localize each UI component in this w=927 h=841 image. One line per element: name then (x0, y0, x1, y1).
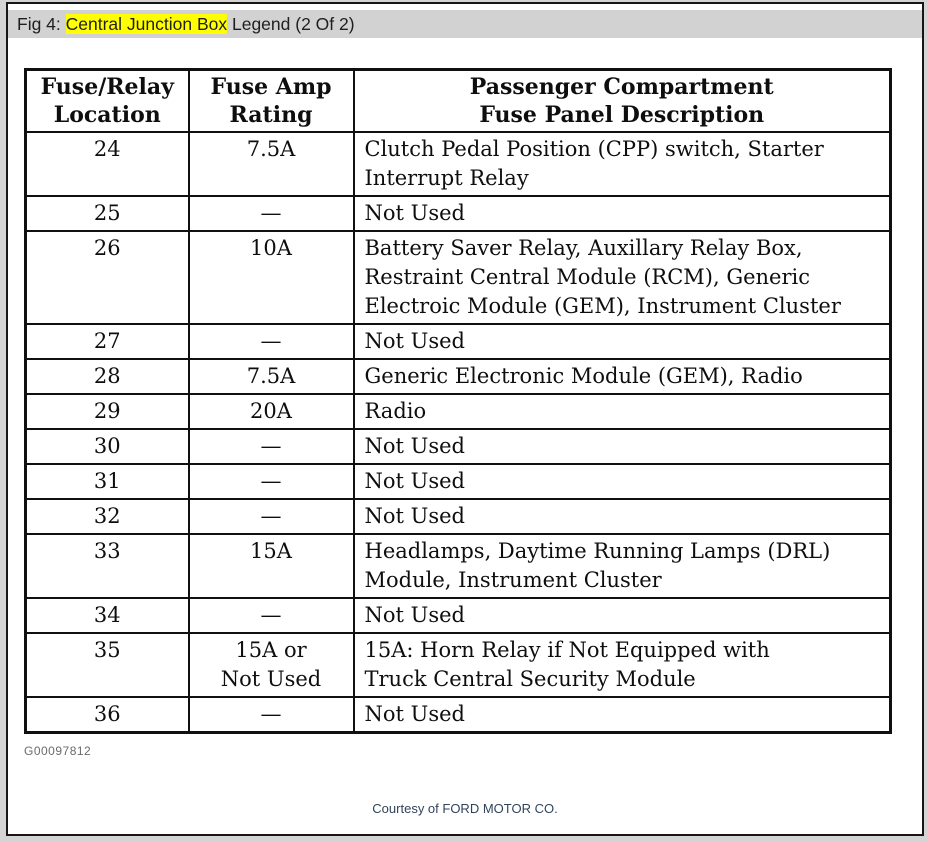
fuse-description-cell: Not Used (352, 195, 892, 232)
fuse-rating-cell: — (187, 498, 355, 535)
fuse-rating-cell: — (187, 463, 355, 500)
table-row: 35 15A or Not Used 15A: Horn Relay if No… (24, 632, 892, 698)
figure-caption-highlight: Central Junction Box (65, 14, 228, 34)
fuse-rating-cell: 10A (187, 230, 355, 325)
figure-caption-bar: Fig 4: Central Junction Box Legend (2 Of… (8, 10, 922, 38)
table-row: 29 20A Radio (24, 393, 892, 430)
fuse-rating-cell: 15A (187, 533, 355, 599)
fuse-location-cell: 27 (24, 323, 190, 360)
fuse-location-cell: 33 (24, 533, 190, 599)
table-row: 28 7.5A Generic Electronic Module (GEM),… (24, 358, 892, 395)
fuse-location-cell: 29 (24, 393, 190, 430)
table-row: 25 — Not Used (24, 195, 892, 232)
table-row: 36 — Not Used (24, 696, 892, 734)
figure-page: Fig 4: Central Junction Box Legend (2 Of… (6, 2, 924, 836)
table-row: 33 15A Headlamps, Daytime Running Lamps … (24, 533, 892, 599)
fuse-description-cell: Not Used (352, 463, 892, 500)
fuse-location-cell: 35 (24, 632, 190, 698)
fuse-legend-table: Fuse/Relay Location Fuse Amp Rating Pass… (24, 68, 892, 734)
figure-caption-suffix: Legend (2 Of 2) (227, 14, 355, 34)
table-header-row: Fuse/Relay Location Fuse Amp Rating Pass… (24, 68, 892, 133)
fuse-rating-cell: 15A or Not Used (187, 632, 355, 698)
col-header-panel-description: Passenger Compartment Fuse Panel Descrip… (352, 68, 892, 133)
fuse-location-cell: 31 (24, 463, 190, 500)
fuse-description-cell: Not Used (352, 428, 892, 465)
fuse-description-cell: Headlamps, Daytime Running Lamps (DRL) M… (352, 533, 892, 599)
figure-id-label: G00097812 (24, 744, 92, 758)
fuse-description-cell: Radio (352, 393, 892, 430)
fuse-rating-cell: — (187, 428, 355, 465)
fuse-description-cell: Battery Saver Relay, Auxillary Relay Box… (352, 230, 892, 325)
fuse-location-cell: 30 (24, 428, 190, 465)
fuse-description-cell: Not Used (352, 597, 892, 634)
fuse-rating-cell: — (187, 323, 355, 360)
table-row: 27 — Not Used (24, 323, 892, 360)
fuse-description-cell: Not Used (352, 696, 892, 734)
fuse-description-cell: Not Used (352, 498, 892, 535)
fuse-description-cell: Generic Electronic Module (GEM), Radio (352, 358, 892, 395)
table-row: 30 — Not Used (24, 428, 892, 465)
table-row: 31 — Not Used (24, 463, 892, 500)
col-header-fuse-relay-location: Fuse/Relay Location (24, 68, 190, 133)
table-row: 24 7.5A Clutch Pedal Position (CPP) swit… (24, 131, 892, 197)
fuse-location-cell: 25 (24, 195, 190, 232)
table-row: 26 10A Battery Saver Relay, Auxillary Re… (24, 230, 892, 325)
fuse-location-cell: 26 (24, 230, 190, 325)
fuse-rating-cell: 7.5A (187, 131, 355, 197)
fuse-location-cell: 34 (24, 597, 190, 634)
fuse-rating-cell: — (187, 195, 355, 232)
fuse-location-cell: 36 (24, 696, 190, 734)
fuse-description-cell: 15A: Horn Relay if Not Equipped with Tru… (352, 632, 892, 698)
fuse-description-cell: Clutch Pedal Position (CPP) switch, Star… (352, 131, 892, 197)
col-header-fuse-amp-rating: Fuse Amp Rating (187, 68, 355, 133)
courtesy-label: Courtesy of FORD MOTOR CO. (372, 801, 558, 816)
fuse-description-cell: Not Used (352, 323, 892, 360)
fuse-location-cell: 32 (24, 498, 190, 535)
fuse-rating-cell: 7.5A (187, 358, 355, 395)
fuse-rating-cell: — (187, 696, 355, 734)
figure-caption-prefix: Fig 4: (17, 14, 66, 34)
fuse-rating-cell: — (187, 597, 355, 634)
table-row: 34 — Not Used (24, 597, 892, 634)
table-row: 32 — Not Used (24, 498, 892, 535)
fuse-rating-cell: 20A (187, 393, 355, 430)
fuse-location-cell: 28 (24, 358, 190, 395)
fuse-location-cell: 24 (24, 131, 190, 197)
